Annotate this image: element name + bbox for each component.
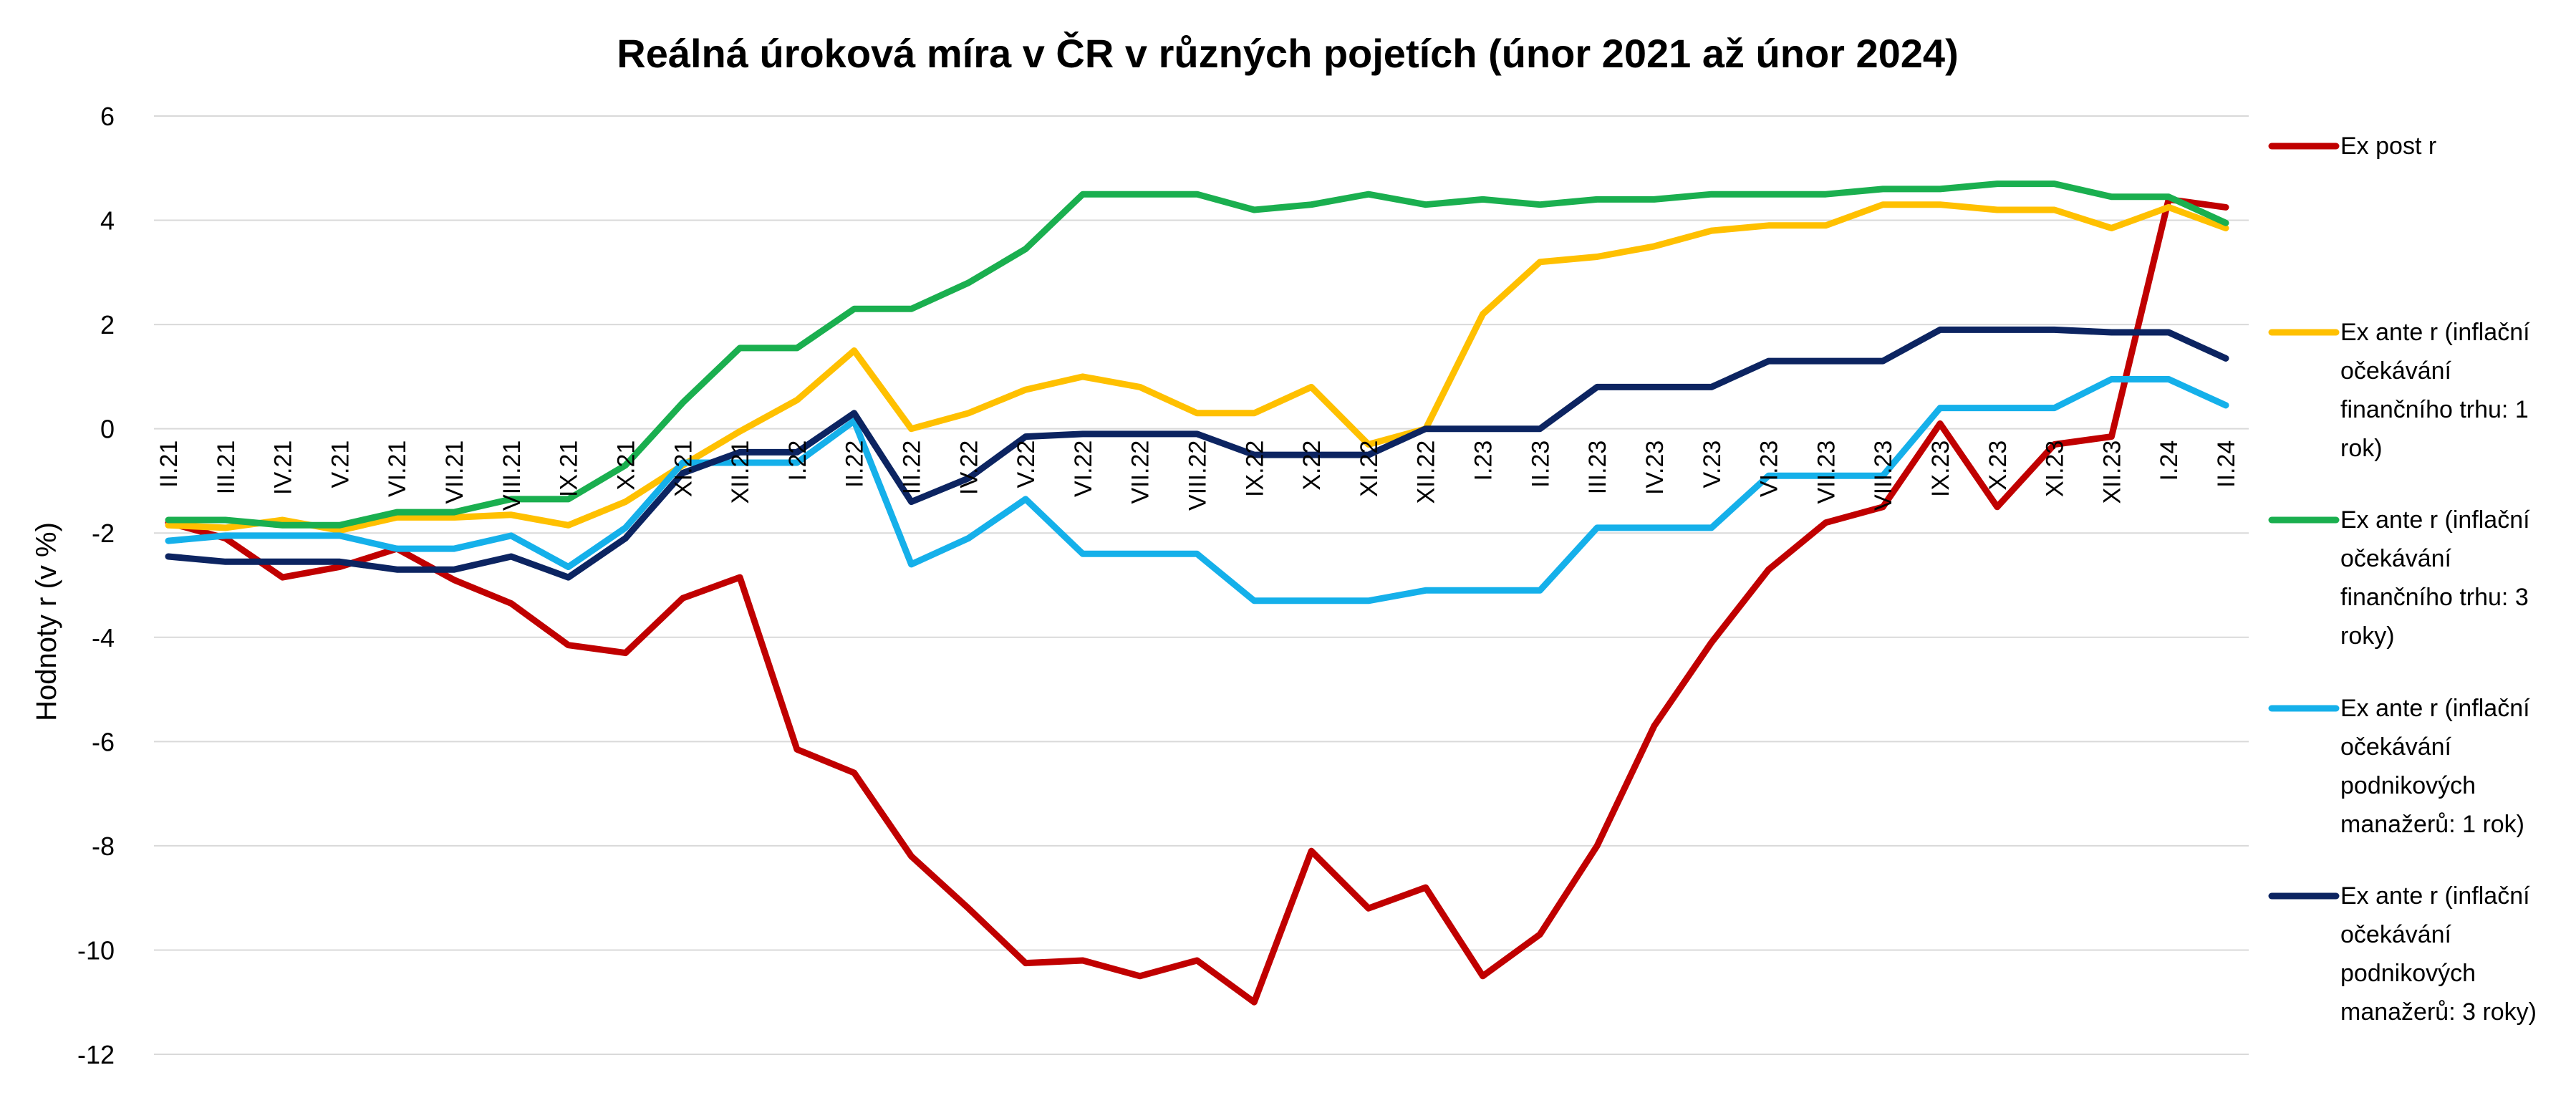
legend-label: podnikových [2340, 772, 2476, 799]
series-layer [165, 180, 2229, 1006]
y-tick-label: 2 [100, 310, 115, 339]
legend-label: Ex ante r (inflační [2340, 506, 2530, 534]
legend: Ex post r Ex ante r (inflační očekávání fin… [2268, 133, 2537, 1026]
y-tick-label: 0 [100, 415, 115, 444]
series-line-3 [165, 180, 2229, 529]
x-tick-label: XII.23 [2098, 440, 2126, 504]
x-tick-label: IV.22 [955, 440, 983, 495]
x-tick-label: I.23 [1470, 440, 1497, 481]
legend-label: očekávání [2340, 921, 2452, 948]
x-tick-label: VII.23 [1813, 440, 1840, 504]
series-line-2 [165, 201, 2229, 534]
legend-label: Ex ante r (inflační [2340, 319, 2530, 346]
x-tick-label: VI.23 [1756, 440, 1783, 497]
x-tick-label: III.23 [1584, 440, 1611, 495]
legend-entry-2: Ex ante r (inflační očekávání finančního t… [2268, 319, 2530, 462]
x-tick-label: X.22 [1298, 440, 1326, 491]
x-tick-label: XII.22 [1413, 440, 1440, 504]
legend-label: očekávání [2340, 357, 2452, 385]
x-axis-ticks: II.21 III.21 IV.21 V.21 VI.21 VII.21 VIII.21 IX… [155, 440, 2240, 511]
legend-label: očekávání [2340, 733, 2452, 761]
y-tick-label: 4 [100, 206, 115, 236]
x-tick-label: II.24 [2213, 440, 2240, 488]
y-tick-label: -6 [92, 727, 115, 756]
legend-label: Ex ante r (inflační [2340, 882, 2530, 910]
y-tick-label: -4 [92, 623, 115, 652]
y-axis-ticks: 6 4 2 0 -2 -4 -6 -8 -10 -12 [77, 102, 115, 1069]
y-axis-title: Hodnoty r (v %) [31, 522, 62, 721]
x-tick-label: III.22 [898, 440, 925, 495]
x-tick-label: IV.23 [1641, 440, 1669, 495]
legend-label: manažerů: 1 rok) [2340, 811, 2524, 838]
legend-label: očekávání [2340, 545, 2452, 572]
x-tick-label: VIII.22 [1185, 440, 1212, 511]
legend-entry-1: Ex post r [2268, 133, 2436, 160]
y-tick-label: -12 [77, 1040, 115, 1069]
series-line-1 [165, 196, 2229, 1006]
legend-label: Ex post r [2340, 133, 2436, 160]
grid-layer [154, 115, 2249, 1055]
x-tick-label: V.23 [1699, 440, 1726, 488]
legend-label: Ex ante r (inflační [2340, 695, 2530, 722]
legend-label: finančního trhu: 1 [2340, 396, 2529, 423]
y-tick-label: -2 [92, 519, 115, 548]
series-line-5 [165, 326, 2229, 581]
legend-label: podnikových [2340, 960, 2476, 987]
x-tick-label: II.23 [1527, 440, 1554, 488]
chart-title: Reálná úroková míra v ČR v různých pojet… [617, 31, 1958, 76]
x-tick-label: XII.21 [727, 440, 754, 504]
x-tick-label: XI.21 [670, 440, 697, 497]
legend-entry-5: Ex ante r (inflační očekávání podnikových m… [2268, 882, 2537, 1026]
legend-label: manažerů: 3 roky) [2340, 998, 2537, 1026]
x-tick-label: XI.22 [1356, 440, 1383, 497]
x-tick-label: VIII.23 [1870, 440, 1897, 511]
x-tick-label: V.22 [1013, 440, 1040, 488]
x-tick-label: VII.22 [1127, 440, 1154, 504]
x-tick-label: X.21 [612, 440, 640, 491]
legend-label: rok) [2340, 435, 2383, 462]
series-line-4 [165, 376, 2229, 605]
legend-entry-3: Ex ante r (inflační očekávání finančního t… [2268, 506, 2530, 650]
x-tick-label: IV.21 [270, 440, 297, 495]
x-tick-label: X.23 [1984, 440, 2012, 491]
x-tick-label: V.21 [327, 440, 354, 488]
y-tick-label: -10 [77, 935, 115, 965]
x-tick-label: I.24 [2156, 440, 2183, 481]
y-tick-label: -8 [92, 832, 115, 861]
x-tick-label: IX.23 [1927, 440, 1954, 497]
x-tick-label: IX.22 [1241, 440, 1268, 497]
legend-entry-4: Ex ante r (inflační očekávání podnikových m… [2268, 695, 2530, 838]
x-tick-label: VI.21 [384, 440, 411, 497]
x-tick-label: III.21 [213, 440, 240, 495]
x-tick-label: IX.21 [556, 440, 583, 497]
legend-label: finančního trhu: 3 [2340, 584, 2529, 611]
y-tick-label: 6 [100, 102, 115, 131]
x-tick-label: II.22 [841, 440, 869, 488]
x-tick-label: VI.22 [1070, 440, 1097, 497]
x-tick-label: XI.23 [2042, 440, 2069, 497]
x-tick-label: VII.21 [441, 440, 468, 504]
legend-label: roky) [2340, 622, 2395, 650]
x-tick-label: II.21 [155, 440, 183, 488]
x-tick-label: VIII.21 [498, 440, 526, 511]
x-tick-label: I.22 [784, 440, 811, 481]
